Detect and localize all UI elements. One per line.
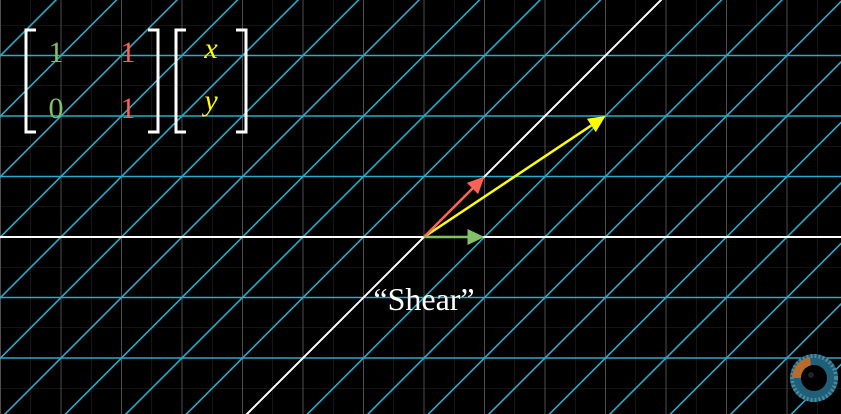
matrix-right-bracket — [148, 28, 160, 134]
vector-entry-y: y — [201, 84, 218, 117]
matrix-left-bracket — [24, 28, 36, 134]
vector-v-shaft — [423, 124, 593, 239]
matrix-entry-b: 1 — [121, 36, 136, 69]
i-hat-vector-arrowhead — [467, 229, 485, 245]
pi-creature-eye-icon — [790, 354, 838, 402]
vector-left-bracket — [174, 28, 186, 134]
vector-v-arrowhead — [586, 116, 606, 133]
matrix-entry-d: 1 — [121, 92, 136, 125]
j-hat-vector-shaft — [423, 187, 474, 238]
matrix-entry-a: 1 — [49, 36, 64, 69]
vectors — [423, 116, 606, 245]
vector-entry-x: x — [203, 32, 218, 65]
j-hat-vector-arrowhead — [466, 176, 485, 195]
matrix-entry-c: 0 — [49, 92, 64, 125]
shear-caption: “Shear” — [373, 281, 474, 317]
vector-right-bracket — [236, 28, 248, 134]
transformation-matrix: 1 1 0 1 x y — [24, 28, 248, 134]
